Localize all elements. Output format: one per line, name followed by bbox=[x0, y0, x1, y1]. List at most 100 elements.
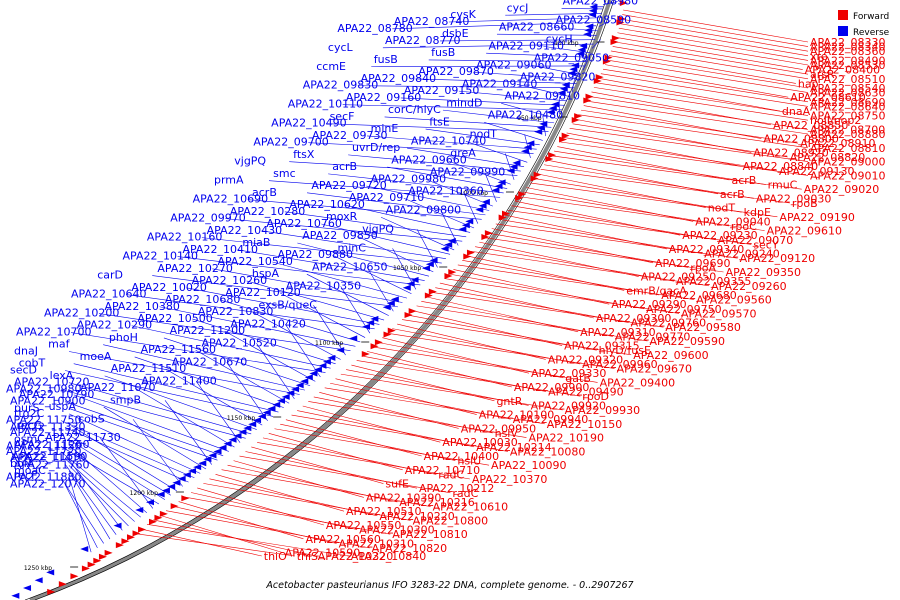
forward-gene-label: radC bbox=[438, 468, 464, 481]
reverse-feature-mark bbox=[386, 300, 395, 307]
forward-gene-label: APA22_08800 bbox=[763, 133, 838, 146]
forward-gene-label: rpoA bbox=[690, 261, 716, 274]
reverse-leader-line bbox=[542, 115, 546, 137]
forward-leader-line bbox=[178, 501, 304, 540]
forward-gene-label: APA22_08820 bbox=[790, 151, 865, 164]
reverse-gene-label: maf bbox=[48, 338, 70, 351]
reverse-gene-label: APA22_08980 bbox=[563, 0, 638, 8]
reverse-gene-label: recG bbox=[17, 419, 43, 432]
forward-leader-line bbox=[499, 219, 703, 254]
reverse-leader-line bbox=[392, 21, 601, 30]
reverse-gene-label: APA22_10140 bbox=[123, 250, 198, 263]
reverse-leader-line bbox=[501, 103, 557, 119]
reverse-feature-mark bbox=[551, 101, 560, 108]
reverse-leader-line bbox=[98, 313, 351, 351]
reverse-leader-line bbox=[104, 375, 257, 430]
forward-feature-mark bbox=[104, 549, 113, 556]
reverse-gene-label: APA22_10900 bbox=[10, 395, 85, 408]
reverse-gene-label: APA22_09880 bbox=[278, 248, 353, 261]
reverse-feature-mark bbox=[34, 577, 43, 584]
forward-gene-label: APA22_09290 bbox=[611, 298, 686, 311]
forward-feature-mark bbox=[370, 343, 379, 350]
forward-feature-mark bbox=[387, 327, 396, 334]
forward-feature-mark bbox=[408, 308, 417, 315]
forward-leader-line bbox=[621, 18, 809, 52]
reverse-gene-label: APA22_09150 bbox=[404, 84, 479, 97]
reverse-leader-line bbox=[416, 229, 438, 268]
forward-leader-line bbox=[421, 301, 613, 337]
forward-gene-label: APA22_10216 bbox=[399, 496, 474, 509]
reverse-leader-line bbox=[219, 299, 361, 343]
reverse-leader-line bbox=[60, 420, 195, 479]
forward-feature-mark bbox=[518, 191, 527, 198]
reverse-gene-label: APA22_09990 bbox=[430, 165, 505, 178]
forward-feature-mark bbox=[611, 35, 620, 42]
forward-gene-label: APA22_08880 bbox=[810, 128, 885, 141]
reverse-gene-label: ftsX bbox=[293, 148, 315, 161]
reverse-leader-line bbox=[473, 71, 579, 80]
forward-gene-label: APA22_09330 bbox=[531, 367, 606, 380]
reverse-leader-line bbox=[224, 330, 316, 382]
reverse-gene-label: ccmE bbox=[316, 60, 346, 73]
forward-leader-line bbox=[462, 260, 660, 296]
forward-leader-line bbox=[146, 524, 349, 557]
forward-leader-line bbox=[356, 360, 581, 397]
reverse-leader-line bbox=[196, 381, 241, 443]
reverse-leader-line bbox=[425, 178, 493, 207]
reverse-gene-label: moxR bbox=[326, 210, 358, 223]
reverse-feature-mark bbox=[23, 585, 32, 591]
forward-feature-mark bbox=[448, 269, 457, 276]
reverse-leader-line bbox=[134, 387, 235, 448]
forward-gene-label: APA22_09350 bbox=[726, 266, 801, 279]
forward-leader-line bbox=[572, 123, 788, 158]
forward-gene-label: APA22_10810 bbox=[392, 528, 467, 541]
reverse-gene-label: exsB/queC bbox=[258, 298, 317, 311]
legend-reverse-label: Reverse bbox=[853, 28, 890, 38]
forward-feature-mark bbox=[466, 249, 475, 256]
reverse-leader-line bbox=[297, 242, 430, 277]
forward-feature-mark bbox=[132, 530, 141, 537]
reverse-leader-line bbox=[439, 39, 596, 42]
forward-gene-label: nolI/nop2 bbox=[810, 114, 861, 127]
reverse-gene-label: APA22_10200 bbox=[44, 307, 119, 320]
reverse-leader-line bbox=[252, 311, 341, 360]
reverse-gene-label: APA22_08590 bbox=[556, 14, 631, 27]
forward-feature-mark bbox=[604, 54, 613, 61]
forward-feature-mark bbox=[619, 0, 628, 6]
reverse-feature-mark bbox=[465, 218, 474, 225]
reverse-gene-label: minC bbox=[338, 241, 367, 254]
forward-leader-line bbox=[618, 27, 809, 61]
reverse-feature-mark bbox=[208, 452, 217, 459]
reverse-feature-mark bbox=[546, 109, 555, 116]
reverse-leader-line bbox=[256, 343, 295, 400]
reverse-feature-mark bbox=[46, 569, 55, 576]
forward-gene-label: APA22_09760 bbox=[631, 317, 706, 330]
forward-leader-line bbox=[382, 337, 530, 374]
reverse-feature-mark bbox=[300, 378, 309, 385]
reverse-leader-line bbox=[384, 116, 552, 128]
reverse-leader-line bbox=[543, 46, 591, 54]
reverse-gene-label: APA22_09970 bbox=[170, 212, 245, 225]
reverse-leader-line bbox=[321, 223, 451, 255]
reverse-leader-line bbox=[486, 52, 589, 58]
forward-gene-label: APA22_09315 bbox=[564, 340, 639, 353]
reverse-feature-mark bbox=[228, 436, 237, 443]
forward-leader-line bbox=[366, 351, 512, 388]
reverse-gene-label: secF bbox=[330, 110, 355, 123]
forward-leader-line bbox=[580, 109, 799, 144]
reverse-gene-label: APA22_10980 bbox=[6, 382, 81, 395]
reverse-gene-label: APA22_11400 bbox=[141, 374, 216, 387]
reverse-gene-label: ttg2C bbox=[14, 407, 45, 420]
reverse-feature-mark bbox=[349, 335, 358, 342]
forward-feature-mark bbox=[383, 331, 392, 338]
reverse-leader-line bbox=[100, 438, 154, 509]
forward-gene-label: thiO bbox=[264, 550, 287, 563]
reverse-gene-label: APA22_10690 bbox=[193, 193, 268, 206]
forward-feature-mark bbox=[444, 273, 453, 279]
reverse-gene-label: APA22_10120 bbox=[225, 286, 300, 299]
forward-leader-line bbox=[544, 164, 754, 199]
reverse-leader-line bbox=[326, 123, 549, 132]
forward-leader-line bbox=[614, 41, 809, 75]
reverse-gene-label: APA22_10620 bbox=[289, 198, 364, 211]
